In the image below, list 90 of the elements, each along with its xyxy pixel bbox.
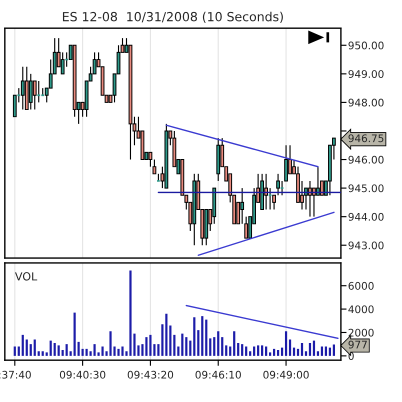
y-tick-label: 4000 xyxy=(348,305,374,314)
bar xyxy=(312,340,316,356)
bar xyxy=(304,351,308,356)
candlestick xyxy=(28,73,33,110)
bar xyxy=(133,334,136,356)
y-tick-label: 950.00 xyxy=(348,42,384,50)
y-tick-label: 945.00 xyxy=(348,184,384,192)
bar xyxy=(288,339,292,356)
bar xyxy=(121,346,124,356)
y-tick-label: 948.00 xyxy=(348,98,384,107)
bar xyxy=(233,331,236,356)
bar xyxy=(141,344,144,356)
bar xyxy=(261,345,264,356)
bar xyxy=(201,316,204,356)
bar xyxy=(74,312,76,356)
bar xyxy=(50,340,52,356)
bar xyxy=(86,348,88,356)
bar xyxy=(153,344,156,356)
bar xyxy=(14,346,16,356)
bar xyxy=(58,345,60,356)
bar xyxy=(193,317,196,356)
bar xyxy=(241,344,244,356)
bar xyxy=(157,344,160,356)
bar xyxy=(66,344,68,356)
bar xyxy=(54,343,56,356)
bar xyxy=(149,334,152,356)
bar xyxy=(185,337,188,356)
bar xyxy=(113,346,116,356)
bar xyxy=(165,314,168,356)
chart-title: ES 12-08 10/31/2008 (10 Seconds) xyxy=(62,12,283,23)
bar xyxy=(308,343,312,356)
bar xyxy=(129,270,132,356)
candlestick xyxy=(276,173,280,196)
bar xyxy=(324,346,328,356)
candlestick xyxy=(60,52,65,74)
bar xyxy=(137,345,140,356)
y-tick-label: 944.00 xyxy=(348,212,384,221)
y-tick-label: 6000 xyxy=(348,282,374,290)
bar xyxy=(78,342,80,356)
candlestick xyxy=(244,216,248,239)
x-tick-label: 09:40:30 xyxy=(60,370,106,379)
candlestick xyxy=(32,80,37,110)
bar xyxy=(169,325,172,356)
annotation: VOL xyxy=(14,272,38,281)
bar xyxy=(82,348,84,356)
bar xyxy=(296,348,300,356)
bar xyxy=(26,339,28,356)
bar xyxy=(22,334,24,356)
bar xyxy=(328,348,332,356)
bar xyxy=(245,346,248,356)
y-tick-label: 2000 xyxy=(348,328,374,337)
bar xyxy=(280,348,284,356)
y-tick-label: 946.75 xyxy=(348,134,384,142)
bar xyxy=(292,348,296,356)
bar xyxy=(272,348,276,356)
bar xyxy=(42,351,44,356)
bar xyxy=(109,331,112,356)
y-tick-label: 946.00 xyxy=(348,156,384,164)
bar xyxy=(90,351,92,356)
bar xyxy=(105,351,108,356)
bar xyxy=(316,351,320,356)
bar xyxy=(161,324,164,356)
x-tick-label: 09:46:10 xyxy=(196,370,241,379)
bar xyxy=(276,350,280,356)
y-tick-label: 977 xyxy=(348,340,367,349)
bar xyxy=(173,334,176,356)
candlestick xyxy=(20,66,25,110)
y-tick-label: 943.00 xyxy=(348,241,384,250)
bar xyxy=(217,331,220,356)
bar xyxy=(320,346,324,356)
bar xyxy=(125,351,128,356)
bar xyxy=(93,344,96,356)
bar xyxy=(265,346,268,356)
candlestick xyxy=(240,188,244,224)
bar xyxy=(205,320,208,356)
bar xyxy=(253,346,256,356)
bar xyxy=(284,331,288,356)
bar xyxy=(300,343,304,356)
y-tick-label: 949.00 xyxy=(348,70,384,78)
bar xyxy=(269,352,272,356)
bar xyxy=(145,337,148,356)
bar xyxy=(257,345,260,356)
bar xyxy=(101,346,104,356)
bar xyxy=(34,339,36,356)
bar xyxy=(332,344,336,356)
x-tick-label: 09:49:00 xyxy=(263,370,309,379)
bar xyxy=(181,334,184,356)
x-tick-label: 09:43:20 xyxy=(128,370,174,379)
bar xyxy=(97,352,100,356)
bar xyxy=(117,348,120,356)
